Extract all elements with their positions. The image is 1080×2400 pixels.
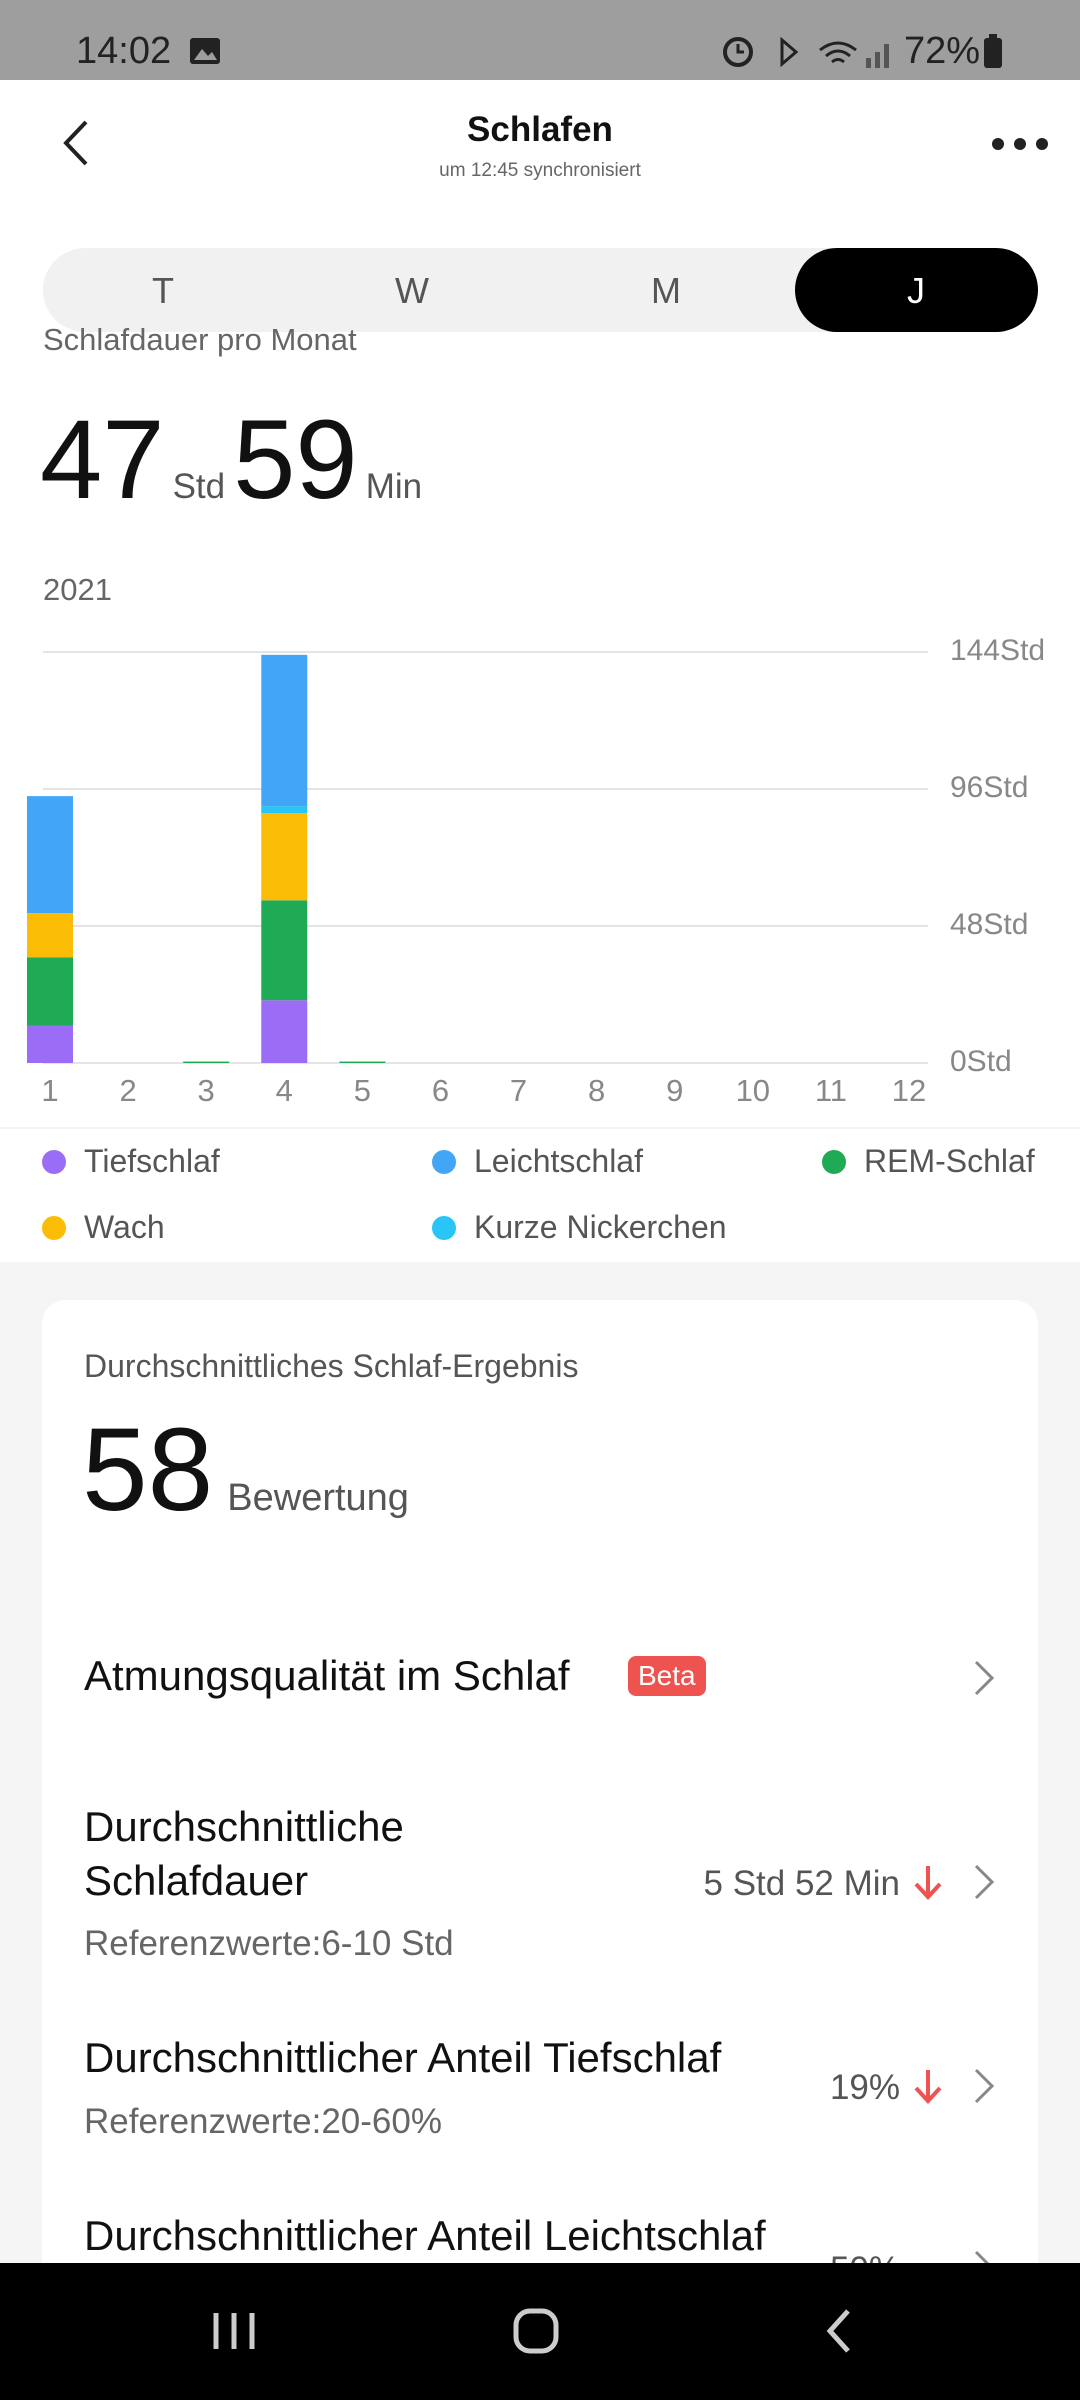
metric-title[interactable]: Durchschnittlicher Anteil Tiefschlaf bbox=[84, 2034, 722, 2081]
status-bar bbox=[0, 0, 1080, 80]
bar-segment bbox=[261, 654, 308, 807]
tab[interactable]: W bbox=[395, 270, 429, 311]
legend-label: REM-Schlaf bbox=[864, 1143, 1035, 1179]
minutes: 59 bbox=[233, 397, 358, 522]
metric-value: 5 Std 52 Min bbox=[703, 1864, 901, 1903]
battery-level: 72% bbox=[904, 30, 981, 72]
bar-segment bbox=[261, 813, 308, 901]
bar-segment bbox=[27, 796, 73, 914]
home[interactable] bbox=[513, 2308, 559, 2354]
bar-segment bbox=[27, 957, 73, 1026]
metric-title[interactable]: Durchschnittliche Schlafdauer bbox=[84, 1803, 404, 1904]
legend-swatch bbox=[42, 1215, 66, 1240]
x-tick-label: 1 bbox=[41, 1073, 58, 1108]
selected-tab[interactable] bbox=[795, 248, 1038, 332]
tab[interactable]: T bbox=[152, 270, 174, 311]
legend-label: Kurze Nickerchen bbox=[474, 1209, 727, 1245]
y-tick-label: 0Std bbox=[950, 1045, 1012, 1078]
gallery-icon bbox=[190, 38, 220, 64]
y-tick-label: 48Std bbox=[950, 908, 1028, 941]
hours: 47 bbox=[40, 397, 165, 522]
legend-label: Wach bbox=[84, 1209, 165, 1245]
legend-label: Tiefschlaf bbox=[84, 1143, 220, 1179]
y-tick-label: 144Std bbox=[950, 634, 1045, 667]
x-tick-label: 2 bbox=[119, 1073, 136, 1108]
score-label: Durchschnittliches Schlaf-Ergebnis bbox=[84, 1348, 579, 1384]
metric-reference: Referenzwerte:6-10 Std bbox=[84, 1924, 454, 1963]
back-button[interactable] bbox=[56, 118, 96, 168]
duration: 47 Std59 Min bbox=[40, 400, 422, 547]
divider bbox=[0, 1127, 1080, 1129]
legend-swatch bbox=[822, 1149, 846, 1174]
recent-apps[interactable] bbox=[213, 2313, 255, 2349]
bar-segment bbox=[339, 1061, 386, 1063]
score: 58 Bewertung bbox=[82, 1405, 409, 1563]
bar-segment bbox=[261, 1000, 308, 1063]
x-tick-label: 4 bbox=[276, 1073, 293, 1108]
more-menu[interactable] bbox=[990, 132, 1050, 156]
x-tick-label: 11 bbox=[815, 1073, 847, 1108]
x-tick-label: 8 bbox=[588, 1073, 605, 1108]
bar-segment bbox=[261, 806, 308, 814]
score-unit: Bewertung bbox=[227, 1477, 409, 1519]
legend-item: Kurze Nickerchen bbox=[432, 1209, 727, 1246]
page-title: Schlafen bbox=[467, 110, 613, 149]
x-tick-label: 12 bbox=[892, 1073, 926, 1108]
bar-segment bbox=[183, 1061, 230, 1063]
x-tick-label: 10 bbox=[736, 1073, 770, 1108]
summary-label: Schlafdauer pro Monat bbox=[43, 322, 357, 357]
legend-item: Tiefschlaf bbox=[42, 1143, 220, 1180]
tab[interactable]: M bbox=[651, 270, 681, 311]
metric-value: 19% bbox=[829, 2068, 900, 2107]
score-value: 58 bbox=[82, 1404, 214, 1536]
legend-swatch bbox=[432, 1149, 456, 1174]
status-time: 14:02 bbox=[76, 30, 172, 72]
x-tick-label: 7 bbox=[510, 1073, 527, 1108]
x-tick-label: 6 bbox=[432, 1073, 449, 1108]
x-tick-label: 3 bbox=[198, 1073, 215, 1108]
hours-unit: Std bbox=[172, 467, 226, 506]
bar-segment bbox=[27, 1025, 73, 1063]
legend-swatch bbox=[432, 1215, 456, 1240]
legend-item: Leichtschlaf bbox=[432, 1143, 643, 1180]
y-tick-label: 96Std bbox=[950, 771, 1028, 804]
metric-title[interactable]: Durchschnittlicher Anteil Leichtschlaf bbox=[84, 2212, 766, 2259]
score-card bbox=[42, 1300, 1038, 2300]
back[interactable] bbox=[826, 2309, 850, 2353]
legend-label: Leichtschlaf bbox=[474, 1143, 643, 1179]
bar-segment bbox=[261, 900, 308, 1001]
legend: Tiefschlaf Leichtschlaf REM-Schlaf Wach Kurz… bbox=[0, 1135, 1080, 1255]
x-tick-label: 9 bbox=[666, 1073, 683, 1108]
page-subtitle: um 12:45 synchronisiert bbox=[439, 160, 641, 181]
nav-bar bbox=[0, 2263, 1080, 2400]
legend-item: REM-Schlaf bbox=[822, 1143, 1035, 1180]
beta-badge: Beta bbox=[628, 1656, 706, 1696]
metric-reference: Referenzwerte:20-60% bbox=[84, 2102, 442, 2141]
bar-segment bbox=[27, 913, 73, 958]
legend-item: Wach bbox=[42, 1209, 165, 1246]
legend-swatch bbox=[42, 1149, 66, 1174]
minutes-unit: Min bbox=[365, 467, 423, 506]
x-tick-label: 5 bbox=[354, 1073, 371, 1108]
battery-icon bbox=[984, 34, 1002, 68]
nav-buttons bbox=[213, 2308, 850, 2354]
year-label: 2021 bbox=[43, 572, 112, 607]
tab[interactable]: J bbox=[907, 270, 925, 311]
status-icons bbox=[723, 36, 889, 68]
metric-title[interactable]: Atmungsqualität im Schlaf bbox=[84, 1652, 570, 1699]
